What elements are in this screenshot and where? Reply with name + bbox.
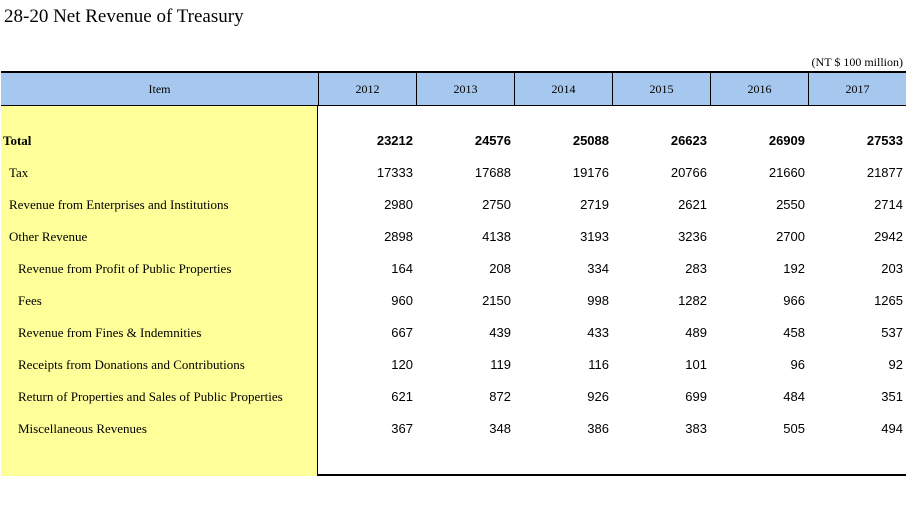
cell-value: 101 — [685, 357, 707, 372]
cell-value: 192 — [783, 261, 805, 276]
cell-value: 2942 — [874, 229, 903, 244]
cell-value: 20766 — [670, 165, 707, 180]
cell-value: 872 — [489, 389, 511, 404]
cell-value: 26909 — [768, 133, 805, 148]
header-year: 2016 — [710, 73, 808, 105]
cell-value: 621 — [391, 389, 413, 404]
table-header: Item 2012 2013 2014 2015 2016 2017 — [1, 73, 906, 106]
cell-value: 24576 — [474, 133, 511, 148]
cell-value: 667 — [391, 325, 413, 340]
table-row: Revenue from Fines & Indemnities 667 439… — [1, 323, 906, 343]
cell-value: 2898 — [384, 229, 413, 244]
cell-value: 351 — [881, 389, 903, 404]
cell-value: 2750 — [482, 197, 511, 212]
cell-value: 3236 — [678, 229, 707, 244]
cell-value: 1282 — [678, 293, 707, 308]
cell-value: 96 — [790, 357, 805, 372]
cell-value: 960 — [391, 293, 413, 308]
cell-value: 116 — [588, 357, 609, 372]
cell-value: 3193 — [580, 229, 609, 244]
cell-value: 2700 — [776, 229, 805, 244]
cell-value: 203 — [881, 261, 903, 276]
cell-value: 92 — [888, 357, 903, 372]
row-label: Revenue from Enterprises and Institution… — [9, 197, 229, 212]
cell-value: 537 — [881, 325, 903, 340]
row-label: Receipts from Donations and Contribution… — [18, 357, 245, 372]
cell-value: 966 — [783, 293, 805, 308]
row-label: Other Revenue — [9, 229, 88, 244]
cell-value: 164 — [391, 261, 413, 276]
revenue-table: Item 2012 2013 2014 2015 2016 2017 Total… — [1, 71, 906, 476]
row-label: Return of Properties and Sales of Public… — [18, 389, 283, 404]
table-row: Revenue from Enterprises and Institution… — [1, 195, 906, 215]
cell-value: 484 — [783, 389, 805, 404]
header-year: 2014 — [514, 73, 612, 105]
table-row: Fees 960 2150 998 1282 966 1265 — [1, 291, 906, 311]
table-row: Other Revenue 2898 4138 3193 3236 2700 2… — [1, 227, 906, 247]
cell-value: 2980 — [384, 197, 413, 212]
table-row: Revenue from Profit of Public Properties… — [1, 259, 906, 279]
header-year: 2012 — [318, 73, 416, 105]
cell-value: 25088 — [572, 133, 609, 148]
row-label: Revenue from Fines & Indemnities — [18, 325, 202, 340]
cell-value: 2550 — [776, 197, 805, 212]
table-row: Receipts from Donations and Contribution… — [1, 355, 906, 375]
table-row: Total 23212 24576 25088 26623 26909 2753… — [1, 131, 906, 151]
row-label: Miscellaneous Revenues — [18, 421, 147, 436]
table-row: Miscellaneous Revenues 367 348 386 383 5… — [1, 419, 906, 439]
cell-value: 439 — [489, 325, 511, 340]
row-label: Fees — [18, 293, 42, 308]
cell-value: 119 — [490, 357, 511, 372]
cell-value: 433 — [587, 325, 609, 340]
cell-value: 120 — [391, 357, 413, 372]
unit-label: (NT $ 100 million) — [811, 55, 903, 69]
cell-value: 348 — [489, 421, 511, 436]
cell-value: 334 — [587, 261, 609, 276]
cell-value: 21877 — [866, 165, 903, 180]
cell-value: 699 — [685, 389, 707, 404]
cell-value: 494 — [881, 421, 903, 436]
header-year: 2015 — [612, 73, 710, 105]
cell-value: 367 — [391, 421, 413, 436]
cell-value: 386 — [587, 421, 609, 436]
cell-value: 283 — [685, 261, 707, 276]
cell-value: 208 — [489, 261, 511, 276]
table-row: Return of Properties and Sales of Public… — [1, 387, 906, 407]
cell-value: 1265 — [874, 293, 903, 308]
cell-value: 21660 — [768, 165, 805, 180]
cell-value: 458 — [783, 325, 805, 340]
cell-value: 926 — [587, 389, 609, 404]
cell-value: 2719 — [580, 197, 609, 212]
cell-value: 4138 — [482, 229, 511, 244]
cell-value: 998 — [587, 293, 609, 308]
cell-value: 505 — [783, 421, 805, 436]
header-year: 2013 — [416, 73, 514, 105]
cell-value: 27533 — [866, 133, 903, 148]
row-label: Tax — [9, 165, 29, 180]
item-column — [1, 106, 318, 476]
cell-value: 17333 — [376, 165, 413, 180]
cell-value: 489 — [685, 325, 707, 340]
cell-value: 2621 — [678, 197, 707, 212]
cell-value: 17688 — [474, 165, 511, 180]
cell-value: 19176 — [572, 165, 609, 180]
header-year: 2017 — [808, 73, 906, 105]
page-title: 28-20 Net Revenue of Treasury — [4, 6, 244, 27]
cell-value: 2714 — [874, 197, 903, 212]
header-item: Item — [148, 82, 171, 96]
cell-value: 26623 — [670, 133, 707, 148]
cell-value: 2150 — [482, 293, 511, 308]
row-label: Revenue from Profit of Public Properties — [18, 261, 232, 276]
cell-value: 383 — [685, 421, 707, 436]
table-row: Tax 17333 17688 19176 20766 21660 21877 — [1, 163, 906, 183]
cell-value: 23212 — [376, 133, 413, 148]
row-label: Total — [3, 133, 32, 148]
